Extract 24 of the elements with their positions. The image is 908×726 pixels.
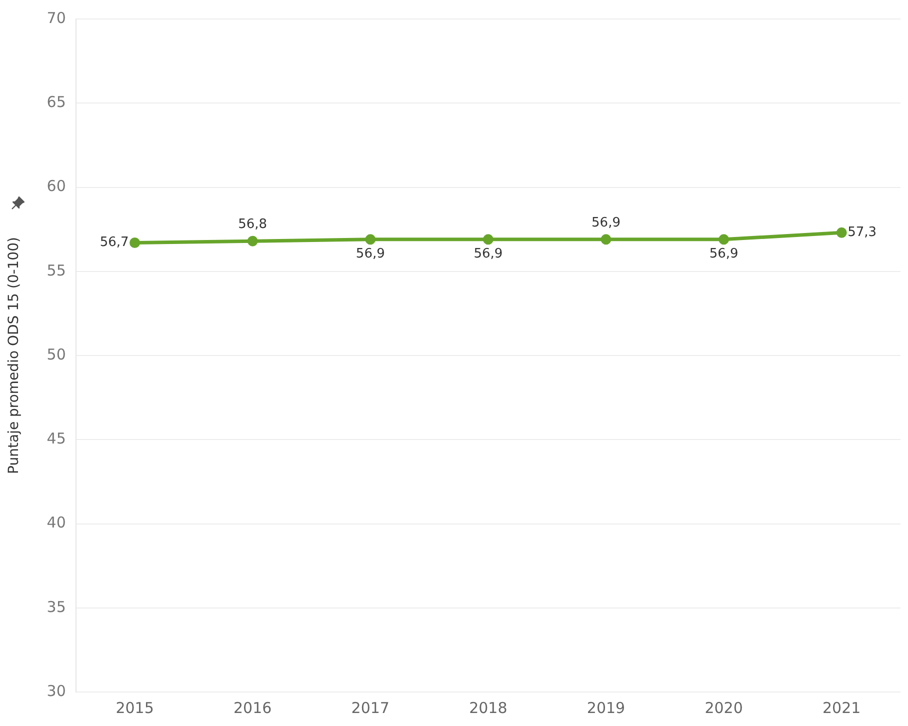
y-tick-label: 40 bbox=[46, 514, 66, 532]
data-label: 56,9 bbox=[709, 246, 738, 262]
x-tick-label: 2015 bbox=[116, 698, 154, 717]
data-label: 56,8 bbox=[238, 216, 268, 232]
data-label: 56,9 bbox=[356, 246, 385, 262]
y-axis-title: Puntaje promedio ODS 15 (0-100) bbox=[6, 237, 22, 474]
y-tick-label: 55 bbox=[46, 261, 66, 280]
y-tick-label: 65 bbox=[46, 93, 66, 112]
y-tick-label: 50 bbox=[46, 345, 66, 364]
y-tick-label: 30 bbox=[46, 682, 66, 700]
x-tick-label: 2018 bbox=[469, 698, 508, 717]
x-tick-label: 2016 bbox=[233, 698, 272, 717]
y-tick-label: 70 bbox=[46, 8, 66, 27]
x-tick-label: 2019 bbox=[586, 698, 626, 717]
data-label: 56,9 bbox=[592, 215, 620, 230]
y-tick-label: 60 bbox=[46, 177, 66, 196]
data-label: 57,3 bbox=[848, 225, 877, 240]
x-tick-label: 2017 bbox=[351, 698, 390, 717]
x-tick-label: 2021 bbox=[822, 698, 861, 717]
y-tick-label: 35 bbox=[46, 598, 66, 616]
data-label: 56,7 bbox=[100, 235, 129, 250]
x-tick-label: 2020 bbox=[704, 698, 743, 717]
y-tick-label: 45 bbox=[46, 430, 66, 448]
data-label: 56,9 bbox=[474, 246, 503, 262]
